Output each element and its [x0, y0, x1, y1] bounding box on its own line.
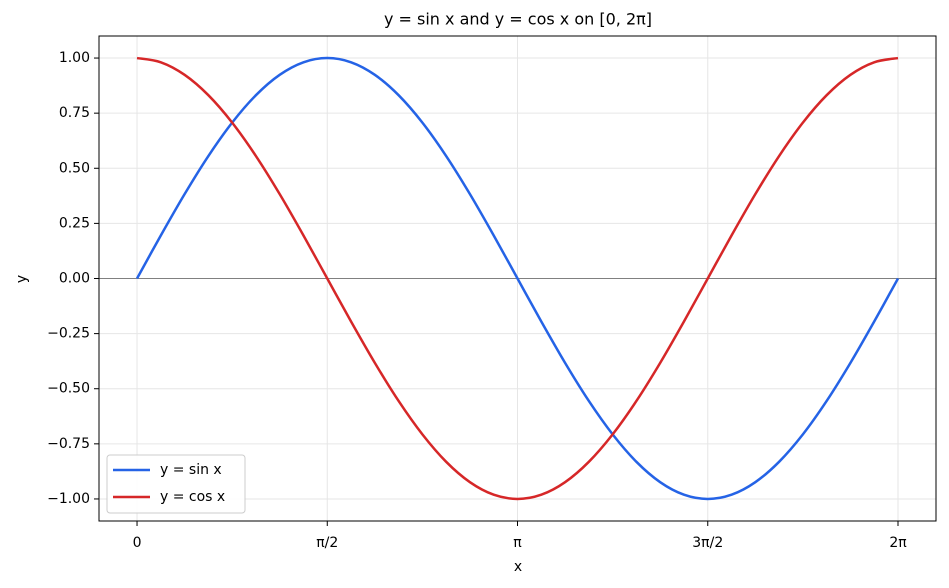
x-tick-label: π: [513, 535, 522, 551]
legend: y = sin x y = cos x: [106, 454, 246, 514]
x-tick-label: 0: [133, 535, 142, 551]
series-line: [135, 56, 900, 501]
y-tick-label: 0.50: [59, 160, 90, 176]
y-tick-label: 0.75: [59, 105, 90, 121]
y-axis-label: y: [14, 275, 30, 283]
legend-label: y = sin x: [160, 462, 222, 478]
y-tick-label: −0.50: [47, 381, 90, 397]
y-tick-label: −0.75: [47, 436, 90, 452]
y-tick-label: 1.00: [59, 50, 90, 66]
chart-title: y = sin x and y = cos x on [0, 2π]: [384, 10, 652, 29]
y-tick-label: 0.25: [59, 215, 90, 231]
y-tick-label: −1.00: [47, 491, 90, 507]
x-tick-label: 3π/2: [692, 535, 723, 551]
legend-label: y = cos x: [160, 489, 225, 505]
plot-frame: [98, 35, 937, 522]
x-tick-label: π/2: [316, 535, 338, 551]
x-tick-label: 2π: [889, 535, 907, 551]
series-line: [136, 56, 899, 501]
y-tick-label: −0.25: [47, 326, 90, 342]
y-tick-label: 0.00: [59, 271, 90, 287]
x-axis-label: x: [514, 559, 522, 575]
